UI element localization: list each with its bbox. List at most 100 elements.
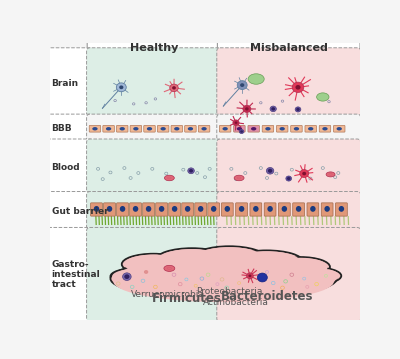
- Circle shape: [296, 108, 300, 111]
- Ellipse shape: [124, 255, 183, 274]
- FancyBboxPatch shape: [234, 125, 245, 132]
- FancyBboxPatch shape: [86, 48, 221, 118]
- Ellipse shape: [147, 127, 152, 130]
- Ellipse shape: [233, 251, 300, 272]
- Ellipse shape: [248, 74, 264, 84]
- Ellipse shape: [174, 127, 180, 130]
- Text: Blood: Blood: [52, 163, 80, 172]
- Ellipse shape: [271, 257, 330, 277]
- Circle shape: [300, 169, 309, 178]
- Ellipse shape: [324, 206, 330, 212]
- FancyBboxPatch shape: [46, 191, 93, 232]
- Ellipse shape: [211, 206, 216, 212]
- Circle shape: [295, 107, 301, 112]
- Ellipse shape: [156, 248, 228, 271]
- FancyBboxPatch shape: [321, 203, 333, 216]
- Ellipse shape: [202, 127, 207, 130]
- Ellipse shape: [222, 127, 228, 130]
- FancyBboxPatch shape: [319, 125, 331, 132]
- Ellipse shape: [106, 127, 111, 130]
- Text: Brain: Brain: [52, 79, 79, 88]
- FancyBboxPatch shape: [220, 125, 231, 132]
- Ellipse shape: [198, 206, 204, 212]
- FancyBboxPatch shape: [222, 203, 233, 216]
- Circle shape: [233, 120, 239, 126]
- Ellipse shape: [294, 127, 299, 130]
- FancyBboxPatch shape: [217, 114, 361, 144]
- Ellipse shape: [237, 177, 241, 179]
- FancyBboxPatch shape: [116, 125, 128, 132]
- Ellipse shape: [237, 127, 242, 130]
- Text: Proteobacteria: Proteobacteria: [197, 287, 263, 297]
- Circle shape: [170, 84, 178, 92]
- Ellipse shape: [146, 206, 151, 212]
- Text: Bacteroidetes: Bacteroidetes: [221, 290, 313, 303]
- Text: Healthy: Healthy: [130, 43, 179, 53]
- Ellipse shape: [251, 127, 256, 130]
- FancyBboxPatch shape: [291, 125, 302, 132]
- Circle shape: [240, 130, 243, 133]
- Ellipse shape: [293, 268, 340, 284]
- Ellipse shape: [94, 206, 99, 212]
- FancyBboxPatch shape: [46, 48, 93, 118]
- FancyBboxPatch shape: [86, 228, 221, 322]
- Circle shape: [292, 82, 304, 93]
- FancyBboxPatch shape: [264, 203, 276, 216]
- FancyBboxPatch shape: [46, 228, 93, 322]
- FancyBboxPatch shape: [144, 125, 155, 132]
- FancyBboxPatch shape: [117, 203, 128, 216]
- Text: Actinobacteria: Actinobacteria: [203, 298, 269, 307]
- Circle shape: [247, 273, 253, 279]
- Ellipse shape: [336, 127, 342, 130]
- FancyBboxPatch shape: [46, 114, 93, 144]
- FancyBboxPatch shape: [130, 125, 142, 132]
- Ellipse shape: [120, 127, 125, 130]
- FancyBboxPatch shape: [86, 191, 221, 232]
- FancyBboxPatch shape: [307, 203, 319, 216]
- Ellipse shape: [193, 246, 266, 270]
- Ellipse shape: [224, 206, 230, 212]
- Ellipse shape: [326, 172, 335, 177]
- FancyBboxPatch shape: [236, 203, 248, 216]
- Ellipse shape: [308, 127, 313, 130]
- Ellipse shape: [296, 206, 301, 212]
- Text: Firmicutes: Firmicutes: [152, 292, 221, 305]
- FancyBboxPatch shape: [156, 203, 168, 216]
- Ellipse shape: [339, 206, 344, 212]
- Ellipse shape: [120, 206, 125, 212]
- Ellipse shape: [172, 206, 177, 212]
- Text: Misbalanced: Misbalanced: [250, 43, 328, 53]
- Circle shape: [235, 121, 237, 124]
- Ellipse shape: [164, 175, 174, 181]
- FancyBboxPatch shape: [171, 125, 182, 132]
- FancyBboxPatch shape: [46, 139, 93, 196]
- Ellipse shape: [122, 254, 185, 275]
- Ellipse shape: [280, 127, 285, 130]
- Ellipse shape: [158, 249, 226, 271]
- Circle shape: [248, 275, 252, 277]
- Ellipse shape: [253, 206, 258, 212]
- Circle shape: [172, 86, 176, 89]
- Ellipse shape: [230, 251, 303, 272]
- FancyBboxPatch shape: [276, 125, 288, 132]
- FancyBboxPatch shape: [250, 203, 262, 216]
- FancyBboxPatch shape: [143, 203, 154, 216]
- Circle shape: [188, 168, 194, 174]
- FancyBboxPatch shape: [278, 203, 290, 216]
- Circle shape: [144, 270, 148, 274]
- Circle shape: [123, 273, 131, 280]
- FancyBboxPatch shape: [217, 139, 361, 196]
- FancyBboxPatch shape: [293, 203, 304, 216]
- FancyBboxPatch shape: [198, 125, 210, 132]
- Ellipse shape: [107, 206, 112, 212]
- FancyBboxPatch shape: [86, 114, 221, 144]
- FancyBboxPatch shape: [217, 48, 361, 118]
- Ellipse shape: [167, 267, 171, 270]
- Ellipse shape: [160, 127, 166, 130]
- FancyBboxPatch shape: [336, 203, 347, 216]
- Circle shape: [119, 85, 124, 89]
- Ellipse shape: [188, 127, 193, 130]
- Ellipse shape: [267, 206, 273, 212]
- Ellipse shape: [329, 173, 332, 175]
- Ellipse shape: [317, 93, 329, 101]
